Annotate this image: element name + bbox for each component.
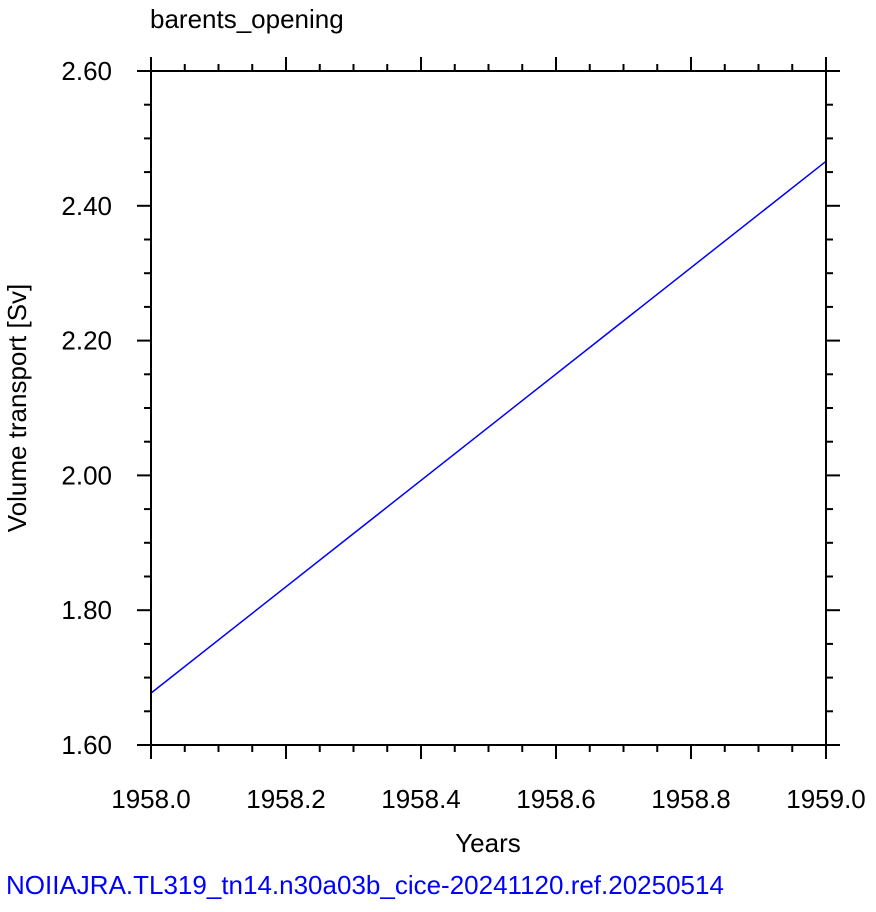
x-tick-label: 1958.0	[111, 784, 191, 814]
y-tick-label: 1.60	[61, 730, 112, 760]
series-layer	[150, 160, 827, 694]
chart-title: barents_opening	[150, 4, 344, 34]
series-line	[150, 160, 827, 694]
y-tick-labels: 1.60 1.80 2.00 2.20 2.40 2.60	[61, 56, 112, 760]
y-tick-label: 2.60	[61, 56, 112, 86]
y-tick-label: 2.00	[61, 460, 112, 490]
x-tick-labels: 1958.0 1958.2 1958.4 1958.6 1958.8 1959.0	[111, 784, 866, 814]
x-tick-label: 1959.0	[786, 784, 866, 814]
y-tick-label: 1.80	[61, 595, 112, 625]
x-tick-label: 1958.2	[246, 784, 326, 814]
y-tick-label: 2.20	[61, 326, 112, 356]
x-tick-label: 1958.6	[516, 784, 596, 814]
tick-marks	[137, 57, 840, 759]
plot-frame	[150, 70, 827, 746]
x-tick-label: 1958.4	[381, 784, 461, 814]
y-tick-label: 2.40	[61, 191, 112, 221]
run-id-caption: NOIIAJRA.TL319_tn14.n30a03b_cice-2024112…	[6, 870, 724, 900]
y-axis-label: Volume transport [Sv]	[2, 284, 32, 533]
x-tick-label: 1958.8	[651, 784, 731, 814]
x-axis-label: Years	[455, 828, 521, 858]
